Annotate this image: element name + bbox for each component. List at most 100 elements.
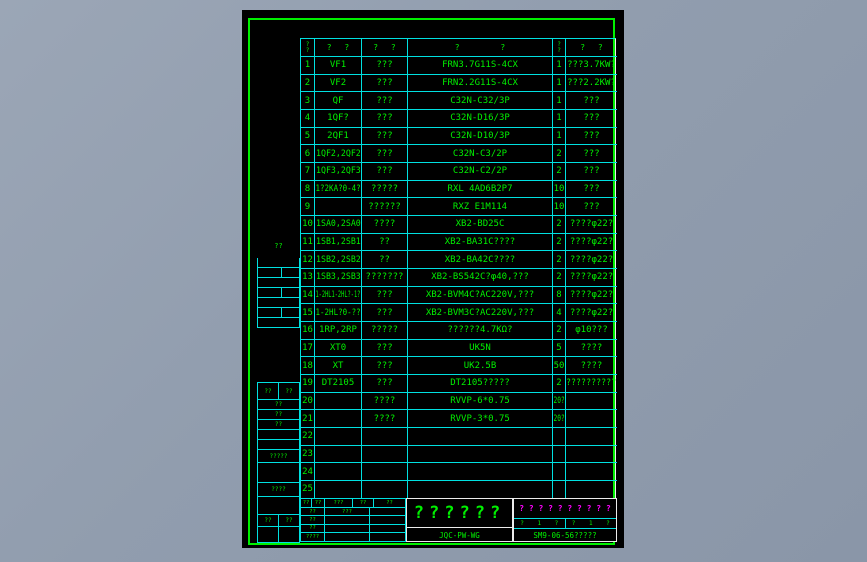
- rev-cell: ????: [301, 532, 325, 541]
- row-25-designation: [315, 481, 362, 499]
- row-9-model: RXZ E1M114: [408, 198, 553, 217]
- row-22-no: 22: [301, 428, 315, 446]
- rev-cell: ??: [301, 524, 325, 533]
- side-rule-row: [257, 308, 300, 318]
- row-19-designation: DT2105: [315, 375, 362, 393]
- rev-header-cell: ??: [374, 499, 405, 508]
- row-11-remarks: ????φ22?: [566, 234, 617, 252]
- row-1-designation: VF1: [315, 57, 362, 75]
- row-3-model: C32N-C32/3P: [408, 92, 553, 111]
- row-2-remarks: ???2.2KW?: [566, 75, 617, 93]
- revision-block: ?? ?? ??? ?? ?? ?? ??? ?? ??: [300, 498, 406, 542]
- row-15-designation: 1-2HL?0-??: [315, 304, 362, 323]
- row-16-no: 16: [301, 322, 315, 340]
- row-6-model: C32N-C3/2P: [408, 145, 553, 164]
- row-12-model: XB2-BA42C????: [408, 251, 553, 270]
- row-14-remarks: ????φ22?: [566, 287, 617, 305]
- row-7-model: C32N-C2/2P: [408, 163, 553, 181]
- row-25-remarks: [566, 481, 617, 499]
- row-24-name: [362, 463, 408, 482]
- row-9-qty: 10: [553, 198, 566, 217]
- title-box: ?????? JQC-PW-WG: [406, 498, 513, 542]
- row-23-model: [408, 445, 553, 464]
- side-empty-box: [257, 462, 300, 483]
- sheet-row: ? 1 ? ? 1 ?: [514, 519, 616, 529]
- row-16-remarks: φ10???: [566, 322, 617, 340]
- row-11-qty: 2: [553, 233, 566, 252]
- row-11-designation: 1SB1,2SB1: [315, 233, 362, 252]
- rev-header-cell: ??: [312, 499, 325, 508]
- row-24-qty: [553, 463, 566, 482]
- sheet-right-cell: ? 1 ?: [571, 520, 610, 527]
- header-designation: ? ?: [315, 39, 362, 57]
- row-17-designation: XT0: [315, 339, 362, 358]
- row-4-designation: 1QF?: [315, 110, 362, 128]
- row-15-remarks: ????φ22?: [566, 304, 617, 323]
- row-13-qty: 2: [553, 269, 566, 287]
- rev-cell: [370, 533, 405, 541]
- row-18-name: ???: [362, 357, 408, 376]
- side-mid-header: ????: [257, 382, 300, 400]
- row-7-designation: 1QF3,2QF3: [315, 163, 362, 181]
- side-bottom-box: [257, 526, 300, 543]
- row-14-no: 14: [301, 286, 315, 305]
- document-number: SM9-06-56?????: [533, 530, 597, 540]
- row-20-remarks: [566, 393, 617, 411]
- row-1-model: FRN3.7G11S-4CX: [408, 57, 553, 75]
- row-24-no: 24: [301, 463, 315, 482]
- row-6-designation: 1QF2,2QF2: [315, 145, 362, 164]
- row-10-qty: 2: [553, 216, 566, 234]
- row-10-model: XB2-BD25C: [408, 216, 553, 234]
- row-18-model: UK2.5B: [408, 357, 553, 376]
- side-rule-row: [257, 258, 300, 268]
- sheet-left-cell: ? 1 ?: [514, 519, 566, 528]
- row-12-remarks: ????φ22?: [566, 251, 617, 270]
- row-10-no: 10: [301, 216, 315, 234]
- row-19-qty: 2: [553, 375, 566, 393]
- row-17-no: 17: [301, 339, 315, 358]
- row-13-designation: 1SB3,2SB3: [315, 269, 362, 287]
- row-20-name: ????: [362, 392, 408, 411]
- row-25-qty: [553, 481, 566, 499]
- side-top-label: ??: [274, 242, 283, 250]
- row-5-name: ???: [362, 127, 408, 146]
- side-rule-row: [257, 318, 300, 328]
- row-22-model: [408, 428, 553, 446]
- row-7-qty: 2: [553, 163, 566, 181]
- rev-cell: ???: [325, 508, 370, 517]
- row-11-model: XB2-BA31C????: [408, 233, 553, 252]
- side-rule-row: [257, 288, 300, 298]
- rev-cell: ??: [301, 508, 325, 517]
- row-24-designation: [315, 463, 362, 482]
- row-8-name: ?????: [362, 180, 408, 199]
- row-21-no: 21: [301, 410, 315, 429]
- row-3-remarks: ???: [566, 92, 617, 111]
- row-18-remarks: ????: [566, 357, 617, 376]
- row-5-qty: 1: [553, 127, 566, 146]
- row-5-remarks: ???: [566, 128, 617, 146]
- side-rule-row: [257, 268, 300, 278]
- row-17-qty: 5: [553, 339, 566, 358]
- row-14-qty: 8: [553, 286, 566, 305]
- row-12-designation: 1SB2,2SB2: [315, 251, 362, 270]
- row-1-no: 1: [301, 57, 315, 75]
- row-4-name: ???: [362, 110, 408, 128]
- row-9-designation: [315, 198, 362, 217]
- row-21-name: ????: [362, 410, 408, 429]
- rev-header-cell: ???: [325, 499, 353, 508]
- row-6-qty: 2: [553, 145, 566, 164]
- row-14-designation: 1-2HL1-2HL?-1?: [315, 286, 362, 305]
- row-2-qty: 1: [553, 74, 566, 93]
- header-name: ? ?: [362, 39, 408, 57]
- row-2-name: ???: [362, 74, 408, 93]
- row-6-name: ???: [362, 145, 408, 164]
- row-19-name: ???: [362, 375, 408, 393]
- row-7-remarks: ???: [566, 163, 617, 181]
- row-2-no: 2: [301, 74, 315, 93]
- parts-table: ?? ? ? ? ? ? ? ?? ? ? 1 VF1??? FRN3.7G11S-…: [300, 38, 617, 542]
- row-25-name: [362, 481, 408, 499]
- row-23-qty: [553, 445, 566, 464]
- row-18-designation: XT: [315, 357, 362, 376]
- row-12-qty: 2: [553, 251, 566, 270]
- drawing-canvas[interactable]: ?? ???? ?? ?? ?? ????? ???? ????: [242, 10, 624, 548]
